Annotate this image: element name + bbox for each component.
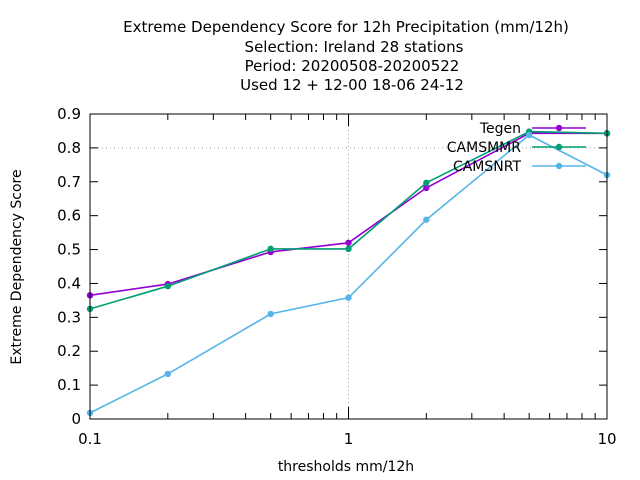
title-line-4: Used 12 + 12-00 18-06 24-12 (240, 76, 464, 94)
legend-label-camsnrt: CAMSNRT (453, 159, 522, 175)
plot-frame (89, 113, 608, 420)
data-point-camsnrt (267, 310, 274, 318)
y-tick-label: 0.4 (57, 274, 81, 292)
data-point-camsnrt (164, 370, 172, 378)
data-point-camsnrt (423, 216, 430, 223)
y-tick-label: 0 (71, 410, 81, 428)
legend-label-camsmmr: CAMSMMR (447, 140, 521, 156)
legend-marker-camsmmr (555, 143, 563, 151)
title-line-1: Extreme Dependency Score for 12h Precipi… (123, 18, 569, 36)
legend: Tegen CAMSMMR CAMSNRT (447, 121, 586, 175)
y-tick-label: 0.3 (57, 308, 81, 326)
data-point-tegen (423, 184, 430, 192)
x-tick-label: 10 (597, 430, 616, 448)
chart-title: Extreme Dependency Score for 12h Precipi… (123, 18, 569, 94)
data-point-camsmmr (423, 179, 430, 186)
data-point-camsnrt (525, 131, 533, 139)
y-tick-label: 0.8 (57, 139, 81, 157)
data-point-camsnrt (345, 294, 352, 301)
legend-marker-camsnrt (555, 162, 563, 170)
series-camsmmr (86, 128, 611, 313)
title-line-2: Selection: Ireland 28 stations (245, 38, 464, 56)
series-lines (86, 128, 611, 417)
grid-lines (90, 114, 607, 419)
data-point-camsmmr (164, 282, 172, 290)
x-tick-label: 1 (344, 430, 354, 448)
legend-marker-tegen (555, 124, 563, 132)
data-point-camsmmr (345, 245, 352, 253)
y-tick-label: 0.5 (57, 241, 81, 259)
data-point-camsmmr (267, 245, 274, 253)
data-point-tegen (345, 239, 352, 246)
title-line-3: Period: 20200508-20200522 (245, 57, 460, 75)
y-tick-label: 0.6 (57, 207, 81, 225)
y-axis-label: Extreme Dependency Score (9, 169, 25, 364)
x-tick-label: 0.1 (78, 430, 102, 448)
y-tick-label: 0.1 (57, 376, 81, 394)
y-tick-label: 0.2 (57, 342, 81, 360)
y-tick-label: 0.9 (57, 105, 81, 123)
axis-ticks: 0 0.1 0.2 0.3 0.4 0.5 0.6 0.7 0.8 0.9 0.1 1 10 (57, 105, 616, 448)
legend-label-tegen: Tegen (479, 121, 521, 137)
y-tick-label: 0.7 (57, 173, 81, 191)
x-axis-label: thresholds mm/12h (278, 459, 414, 475)
